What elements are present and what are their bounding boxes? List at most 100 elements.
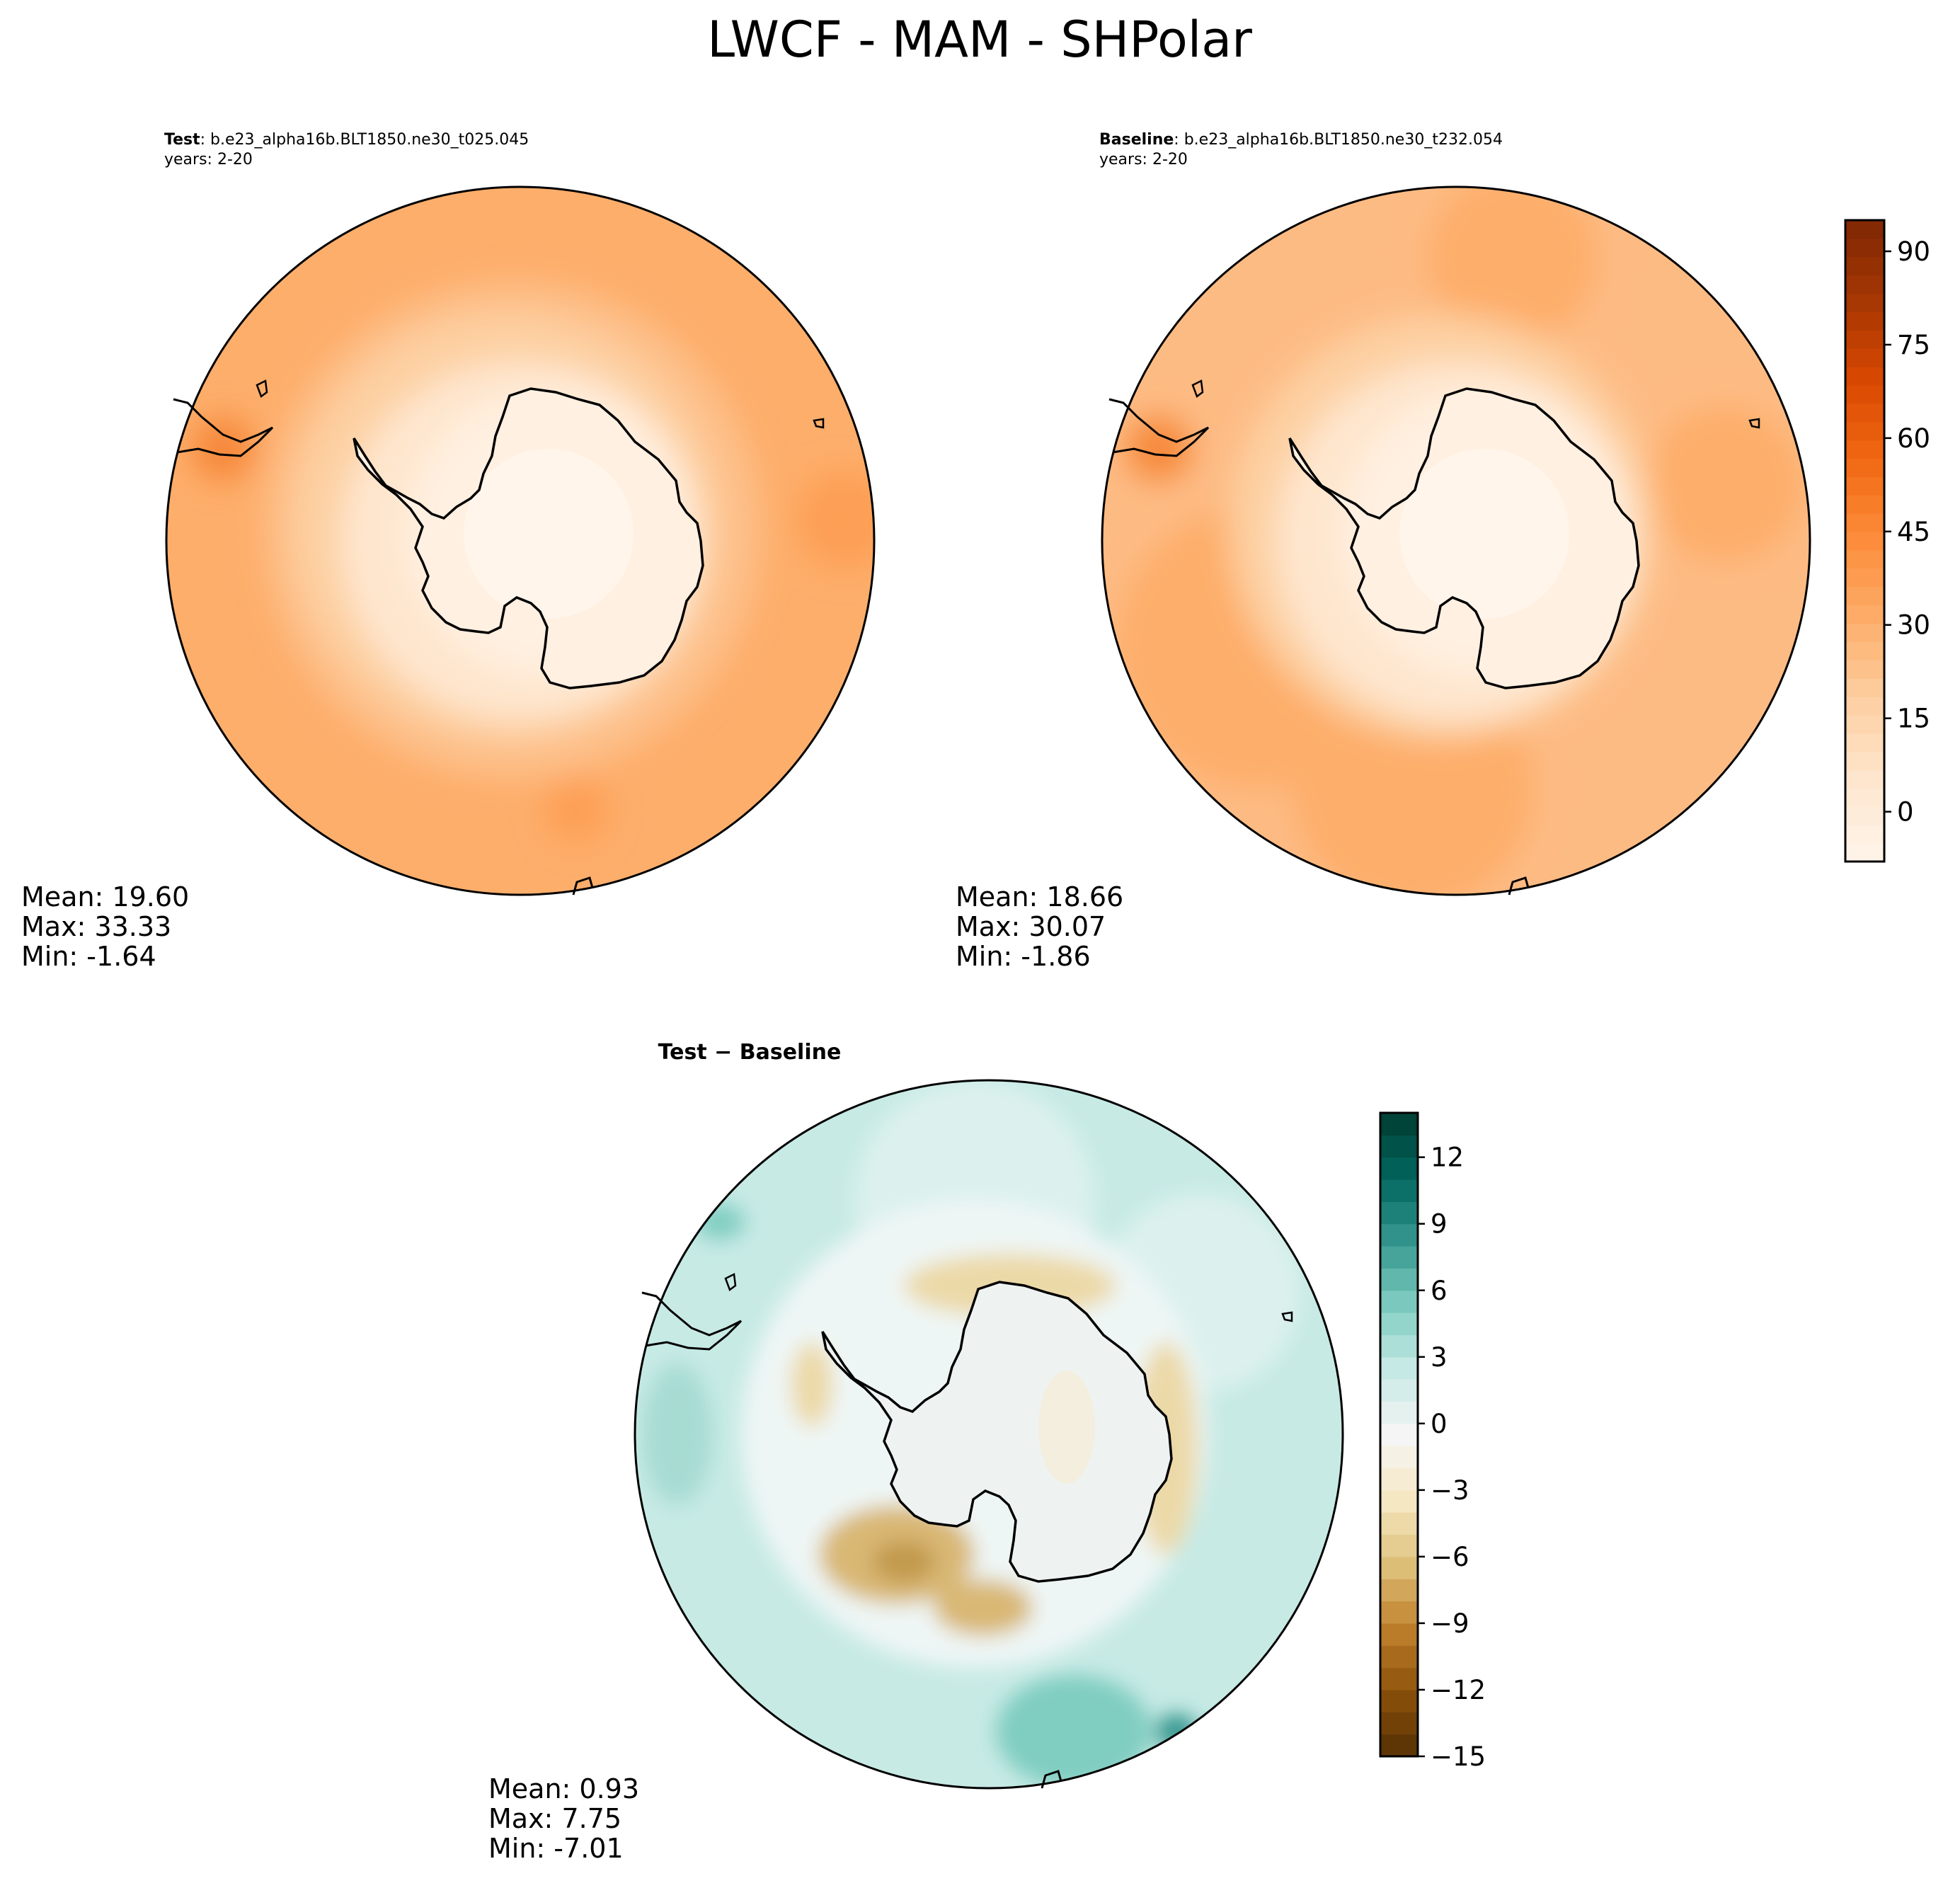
colorbar-bottom-band xyxy=(1380,1579,1418,1602)
colorbar-bottom-band xyxy=(1380,1623,1418,1646)
map-baseline-kerguelen xyxy=(1748,418,1760,429)
map-test-boundary xyxy=(165,185,876,896)
colorbar-bottom-frame xyxy=(1379,1111,1419,1758)
colorbar-bottom-tick-label: 3 xyxy=(1431,1342,1448,1373)
map-test-falklands xyxy=(256,379,268,399)
colorbar-top-band xyxy=(1845,440,1884,459)
colorbar-top-band xyxy=(1845,476,1884,496)
panel-baseline-title-bold: Baseline xyxy=(1099,131,1174,149)
colorbar-bottom-band xyxy=(1380,1667,1418,1690)
colorbar-top-band xyxy=(1845,220,1884,239)
map-test-kerguelen xyxy=(813,418,825,429)
colorbar-top-band xyxy=(1845,788,1884,807)
panel-baseline-title: Baseline: b.e23_alpha16b.BLT1850.ne30_t2… xyxy=(1099,131,1503,149)
colorbar-bottom-band xyxy=(1380,1556,1418,1579)
colorbar-bottom-band xyxy=(1380,1113,1418,1135)
panel-diff-title: Test − Baseline xyxy=(658,1040,842,1065)
map-diff-boundary xyxy=(634,1079,1344,1790)
colorbar-top-band xyxy=(1845,623,1884,642)
colorbar-top-band xyxy=(1845,458,1884,477)
figure-title: LWCF - MAM - SHPolar xyxy=(707,11,1252,69)
colorbar-top-band xyxy=(1845,513,1884,532)
colorbar-bottom-band xyxy=(1380,1356,1418,1380)
map-test-south-america xyxy=(173,398,274,457)
colorbar-bottom-band xyxy=(1380,1290,1418,1313)
colorbar-bottom-tick-label: 6 xyxy=(1431,1276,1448,1306)
colorbar-top-band xyxy=(1845,403,1884,423)
colorbar-top-tick-label: 90 xyxy=(1897,236,1930,267)
map-diff-south-america xyxy=(641,1291,743,1351)
colorbar-top-band xyxy=(1845,806,1884,825)
colorbar-bottom-tick-label: −3 xyxy=(1431,1475,1469,1506)
colorbar-top-tick-label: 30 xyxy=(1897,610,1930,641)
colorbar-bottom-tick-label: 9 xyxy=(1431,1209,1448,1240)
colorbar-top-ticks: 0 15 30 45 60 75 90 xyxy=(1884,236,1930,828)
panel-test-years: years: 2-20 xyxy=(164,151,253,168)
colorbar-top-band xyxy=(1845,421,1884,441)
colorbar-bottom-tick-label: −15 xyxy=(1431,1741,1486,1772)
colorbar-top-band xyxy=(1845,495,1884,514)
map-test xyxy=(165,185,876,896)
colorbar-bottom-band xyxy=(1380,1689,1418,1712)
map-baseline-south-america xyxy=(1108,398,1210,457)
colorbar-bottom-band xyxy=(1380,1446,1418,1469)
colorbar-bottom-band xyxy=(1380,1512,1418,1535)
colorbar-bottom-tick-label: −6 xyxy=(1431,1542,1469,1572)
colorbar-top-bands xyxy=(1845,220,1884,862)
colorbar-top-tick-label: 0 xyxy=(1897,797,1914,828)
map-baseline-new-zealand xyxy=(1508,876,1530,896)
colorbar-top-band xyxy=(1845,384,1884,404)
colorbar-top-tick-label: 15 xyxy=(1897,704,1930,734)
panel-test-min: Min: -1.64 xyxy=(21,941,156,972)
panel-baseline-mean: Mean: 18.66 xyxy=(956,881,1123,912)
colorbar-bottom-band xyxy=(1380,1401,1418,1424)
colorbar-bottom-band xyxy=(1380,1489,1418,1513)
colorbar-bottom-band xyxy=(1380,1157,1418,1180)
colorbar-top-band xyxy=(1845,568,1884,588)
colorbar-top-band xyxy=(1845,293,1884,313)
colorbar-bottom-band xyxy=(1380,1268,1418,1291)
colorbar-bottom-band xyxy=(1380,1645,1418,1669)
map-baseline-falklands xyxy=(1191,379,1204,399)
panel-diff-max: Max: 7.75 xyxy=(488,1803,621,1834)
panel-diff-stats: Mean: 0.93 Max: 7.75 Min: -7.01 xyxy=(488,1773,639,1864)
colorbar-top-band xyxy=(1845,660,1884,679)
colorbar-top-tick-label: 45 xyxy=(1897,517,1930,547)
colorbar-bottom-ticks: −15 −12 −9 −6 −3 0 3 6 9 12 xyxy=(1418,1143,1486,1772)
colorbar-top-tick-label: 75 xyxy=(1897,330,1930,360)
colorbar-top-band xyxy=(1845,751,1884,771)
panel-baseline-title-run: : b.e23_alpha16b.BLT1850.ne30_t232.054 xyxy=(1174,131,1503,149)
colorbar-top-band xyxy=(1845,843,1884,862)
colorbar-bottom-band xyxy=(1380,1334,1418,1358)
colorbar-bottom-tick-label: −9 xyxy=(1431,1608,1469,1639)
panel-test-title-bold: Test xyxy=(164,131,200,149)
colorbar-top-band xyxy=(1845,275,1884,294)
panel-diff: Test − Baseline xyxy=(488,1040,1486,1864)
colorbar-top-band xyxy=(1845,733,1884,753)
panel-test-mean: Mean: 19.60 xyxy=(21,881,189,912)
colorbar-bottom-band xyxy=(1380,1223,1418,1247)
colorbar-top-band xyxy=(1845,697,1884,716)
panel-baseline-stats: Mean: 18.66 Max: 30.07 Min: -1.86 xyxy=(956,881,1123,972)
panel-test-title-run: : b.e23_alpha16b.BLT1850.ne30_t025.045 xyxy=(200,131,529,149)
colorbar-top-band xyxy=(1845,311,1884,331)
panel-baseline-years: years: 2-20 xyxy=(1099,151,1188,168)
colorbar-top: 0 15 30 45 60 75 90 xyxy=(1844,219,1930,863)
colorbar-top-frame xyxy=(1844,219,1886,863)
colorbar-top-band xyxy=(1845,586,1884,606)
colorbar-bottom-tick-label: 0 xyxy=(1431,1409,1448,1439)
colorbar-bottom-band xyxy=(1380,1712,1418,1735)
colorbar-top-band xyxy=(1845,549,1884,569)
map-diff-new-zealand xyxy=(1041,1770,1062,1789)
colorbar-top-band xyxy=(1845,532,1884,551)
map-diff-kerguelen xyxy=(1281,1311,1293,1322)
colorbar-top-band xyxy=(1845,641,1884,660)
colorbar-bottom-tick-label: 12 xyxy=(1431,1143,1464,1173)
colorbar-bottom-bands xyxy=(1380,1113,1418,1757)
panel-test-max: Max: 33.33 xyxy=(21,911,171,942)
colorbar-bottom-band xyxy=(1380,1734,1418,1757)
colorbar-top-band xyxy=(1845,825,1884,844)
colorbar-top-band xyxy=(1845,330,1884,349)
colorbar-top-band xyxy=(1845,238,1884,258)
